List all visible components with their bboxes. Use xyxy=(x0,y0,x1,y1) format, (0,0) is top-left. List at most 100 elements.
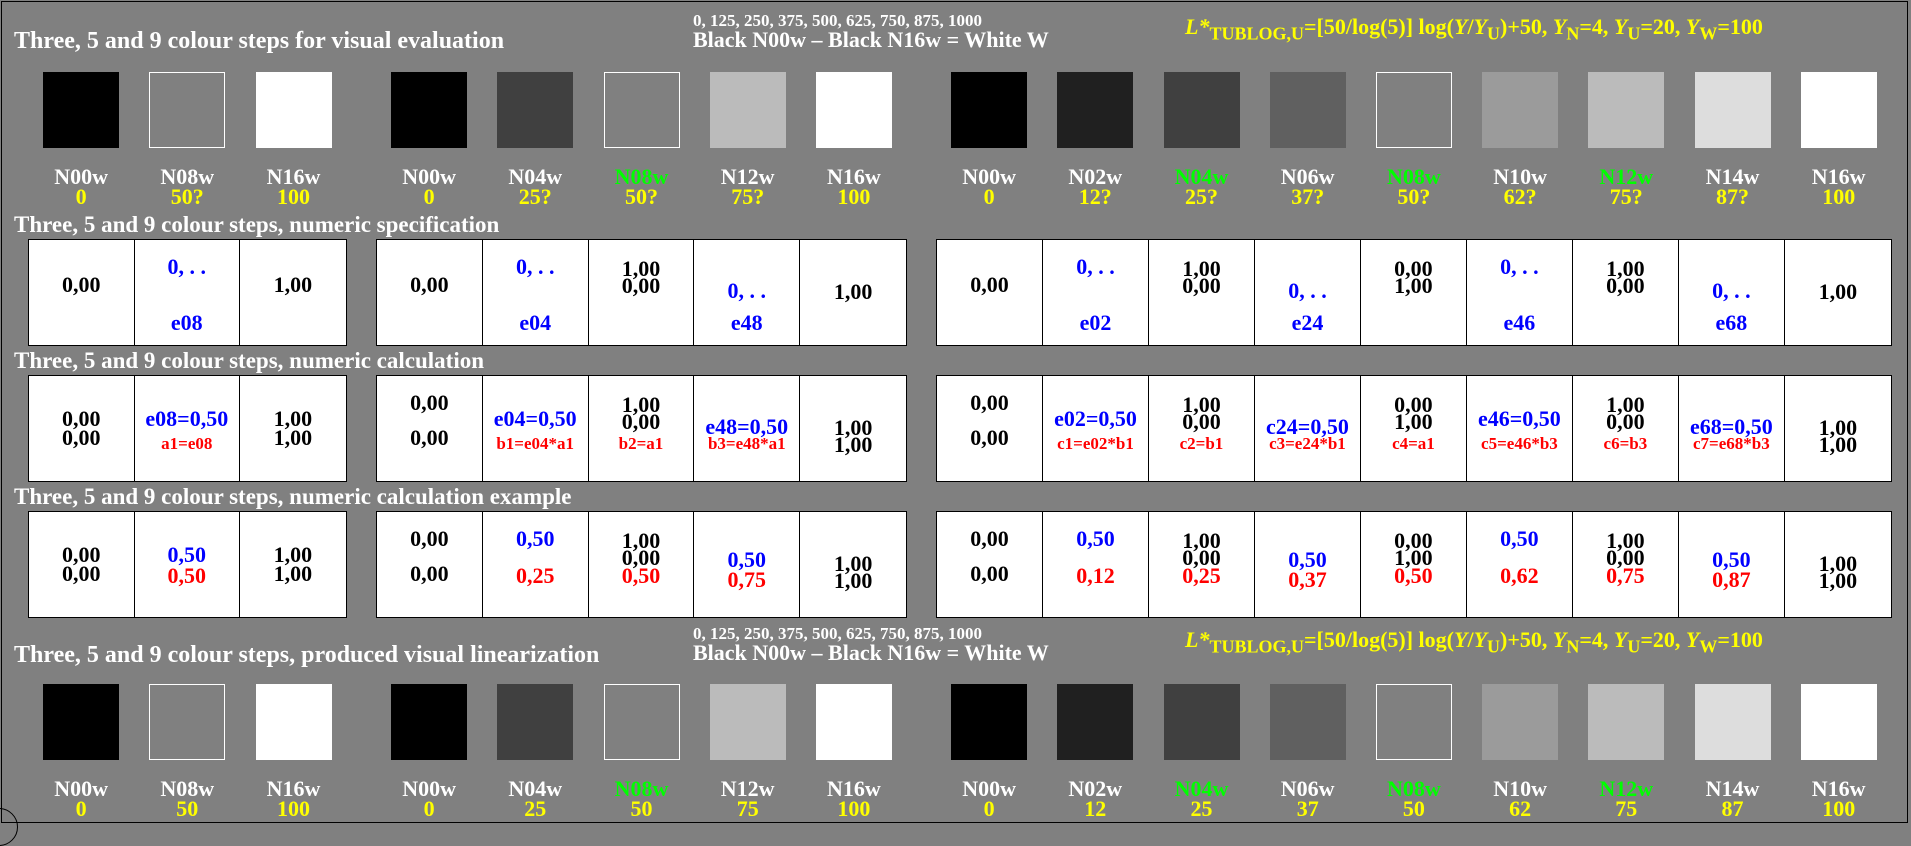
swatch-value: 37? xyxy=(1291,184,1325,209)
calc_table-text: e04=0,50 xyxy=(493,406,577,431)
swatch-name: N12w xyxy=(1599,776,1654,801)
swatch-name: N00w xyxy=(402,776,456,801)
spec_table-cell: 0,00 xyxy=(29,240,135,345)
example_table-text: 0,00 xyxy=(1394,528,1433,553)
spec_table-text: 1,00 xyxy=(1606,256,1645,281)
swatch-label-g9-8: N16w 100 xyxy=(1793,164,1885,208)
swatch-g5-n16w xyxy=(815,72,892,148)
swatch-name: N14w xyxy=(1705,164,1760,189)
spec_table-cell: 1,00 xyxy=(240,240,346,345)
swatch-name: N02w xyxy=(1068,776,1123,801)
example_table-text: 0,00 xyxy=(62,561,101,586)
spec_table-text: 1,00 xyxy=(273,272,313,297)
swatch-value: 0 xyxy=(423,184,435,209)
swatch-value: 75? xyxy=(731,184,765,209)
swatch-value: 0 xyxy=(75,796,87,821)
example_table-cell: 0,50 0,87 xyxy=(1679,512,1785,617)
swatch-name: N12w xyxy=(720,164,775,189)
example_table-cell: 1,00 1,00 xyxy=(800,512,906,617)
calc_table-text: e08=0,50 xyxy=(145,406,229,431)
swatch-name: N04w xyxy=(1174,776,1229,801)
spec_table-cell: 0,00 xyxy=(937,240,1043,345)
example_table-text: 0,25 xyxy=(1182,563,1221,588)
example_table-text: 0,37 xyxy=(1288,567,1327,592)
swatch-g3-n08w xyxy=(149,72,226,148)
swatch-name: N14w xyxy=(1705,776,1760,801)
spec_table-text: 0, . . xyxy=(727,278,767,303)
swatch-g9-n06w xyxy=(1269,684,1346,760)
swatch-g5-n08w xyxy=(603,684,680,760)
swatch-label-g9-6: N12w 75? xyxy=(1580,164,1672,208)
example_table-cell: 0,00 1,00 0,50 xyxy=(1361,512,1467,617)
calc_table-text: 0,00 xyxy=(621,409,661,434)
swatch-g5-n04w xyxy=(497,72,574,148)
swatch-label-g5-0: N00w 0 xyxy=(383,776,475,820)
spec_table-text: 1,00 xyxy=(833,279,873,304)
swatch-g9-n08w xyxy=(1375,72,1452,148)
swatch-name: N16w xyxy=(266,776,321,801)
example_table-text: 0,25 xyxy=(515,563,555,588)
swatch-value: 100 xyxy=(837,184,871,209)
calc_table-cell: 0,00 0,00 xyxy=(937,376,1043,481)
example_table-text: 0,50 xyxy=(1288,547,1327,572)
calc_table-text: 0,00 xyxy=(1182,409,1221,434)
swatch-name: N12w xyxy=(1599,164,1654,189)
swatch-g5-n00w xyxy=(391,72,468,148)
spec_table-text: e46 xyxy=(1503,310,1536,335)
calc_table-text: 1,00 xyxy=(833,415,873,440)
swatch-name: N08w xyxy=(160,776,215,801)
swatch-label-g5-0: N00w 0 xyxy=(383,166,475,209)
swatch-g9-n16w xyxy=(1800,72,1877,148)
spec_table-text: e24 xyxy=(1291,310,1324,335)
formula-bottom: L*TUBLOG,U=[50/log(5)] log(Y/YU)+50, YN=… xyxy=(1185,627,1763,657)
example_table-cell: 1,00 0,00 0,50 xyxy=(589,512,695,617)
example_table-text: 0,00 xyxy=(410,526,449,551)
spec_table-text: e48 xyxy=(730,310,763,335)
calc_table-text: c5=e46*b3 xyxy=(1481,434,1558,453)
swatch-label-g9-4: N08w 50 xyxy=(1368,778,1460,820)
swatch-label-g9-7: N14w 87 xyxy=(1687,776,1779,820)
swatch-name: N00w xyxy=(54,776,108,801)
swatch-name: N06w xyxy=(1280,776,1335,801)
example_table-text: 0,00 xyxy=(621,545,661,570)
example_table-text: 1,00 xyxy=(1182,528,1221,553)
swatch-name: N16w xyxy=(1811,164,1866,189)
swatch-value: 62? xyxy=(1503,184,1537,209)
example_table-text: 1,00 xyxy=(1394,545,1433,570)
calc_table-text: 0,00 xyxy=(1606,409,1645,434)
spec_table-cell: 1,00 0,00 xyxy=(1573,240,1679,345)
calc_table-text: e46=0,50 xyxy=(1478,406,1561,431)
spec_table-text: 0, . . xyxy=(1076,254,1115,279)
swatch-label-g9-3: N06w 37? xyxy=(1262,166,1354,209)
spec_table-cell: 0, . . e46 xyxy=(1467,240,1573,345)
calc_table-cell: 1,00 1,00 xyxy=(240,376,346,481)
example_table-cell: 0,00 0,00 xyxy=(937,512,1043,617)
swatch-g5-n12w xyxy=(709,72,786,148)
section-title-example: Three, 5 and 9 colour steps, numeric cal… xyxy=(14,484,572,509)
example_table-cell: 0,50 0,50 xyxy=(135,512,241,617)
swatch-label-g5-1: N04w 25? xyxy=(489,166,581,208)
swatch-label-g5-3: N12w 75 xyxy=(702,778,794,820)
calc_table-text: c4=a1 xyxy=(1392,434,1435,453)
swatch-g3-n16w xyxy=(255,72,332,148)
calc_table-text: 0,00 xyxy=(62,425,101,450)
example_table-text: 0,62 xyxy=(1500,563,1539,588)
spec_table-text: e04 xyxy=(519,310,552,335)
swatch-g9-n02w xyxy=(1057,72,1134,148)
calc_table-text: b3=e48*a1 xyxy=(707,434,786,453)
example_table-cell: 1,00 0,00 0,25 xyxy=(1149,512,1255,617)
swatch-label-g5-1: N04w 25 xyxy=(489,778,581,820)
spec_table-text: 0,00 xyxy=(1182,273,1221,298)
calc_table-cell: e48=0,50 b3=e48*a1 xyxy=(694,376,801,481)
calc_table-cell: 1,00 1,00 xyxy=(800,376,906,481)
calc_table-text: 1,00 xyxy=(1818,432,1858,457)
spec_table-cell: 0, . . e04 xyxy=(483,240,589,345)
swatch-label-g9-8: N16w 100 xyxy=(1793,778,1885,820)
calc_table-cell: 1,00 0,00 b2=a1 xyxy=(589,376,695,481)
swatch-value: 12 xyxy=(1084,796,1107,821)
calc_table-cell: e04=0,50 b1=e04*a1 xyxy=(483,376,589,481)
example_table-text: 0,50 xyxy=(1712,547,1751,572)
swatch-name: N10w xyxy=(1493,776,1547,801)
example_table-text: 0,87 xyxy=(1712,567,1751,592)
example_table-text: 0,50 xyxy=(1500,526,1539,551)
